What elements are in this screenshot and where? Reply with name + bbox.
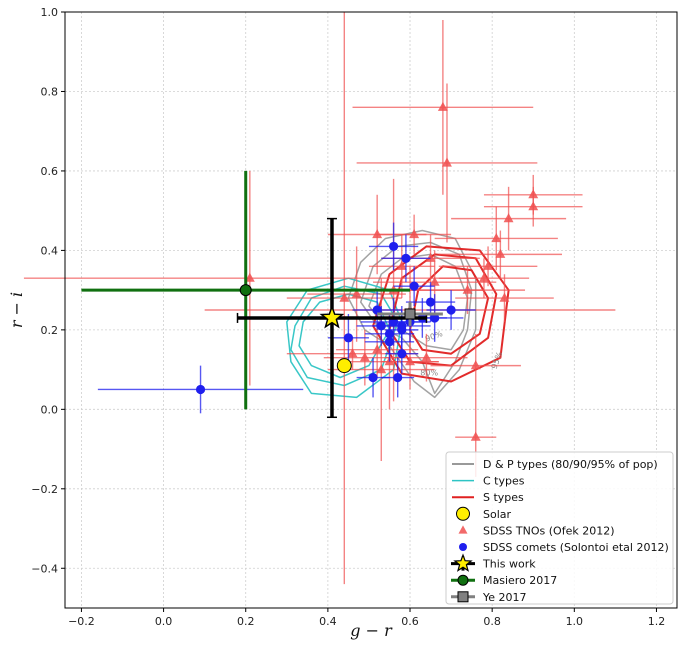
y-tick-label: 0.2 [41,324,59,337]
legend-entry: Ye 2017 [482,591,527,604]
masiero-point [239,284,252,297]
legend-entry: SDSS comets (Solontoi etal 2012) [483,541,669,554]
y-tick-label: −0.2 [31,483,58,496]
tno-point [491,233,502,243]
comet-point [376,321,386,331]
tno-point [376,364,387,374]
legend-box [445,451,674,605]
comet-point [195,384,206,395]
tno-point [339,292,350,302]
legend-entry: Masiero 2017 [483,574,557,587]
comet-point [397,349,407,359]
tno-point [437,101,448,111]
comet-point [384,337,395,347]
tno-point [409,229,420,239]
tno-point [372,344,383,354]
comet-point [388,241,399,252]
comet-point [401,253,411,263]
legend-swatch [459,543,467,551]
comet-point [368,372,378,383]
tno-point [479,272,489,282]
legend-entry: S types [483,491,524,504]
tno-point [244,272,255,282]
legend-entry: Solar [483,508,512,521]
tno-point [499,292,510,302]
data-points [23,12,616,585]
legend-swatch [457,591,469,603]
tno-point [470,431,481,441]
x-tick-label: −0.2 [68,615,95,628]
tno-point [495,248,506,258]
tno-point [405,356,415,366]
legend-entry: C types [483,475,525,488]
x-tick-label: 0.2 [237,615,255,628]
legend-swatch [453,553,473,572]
tno-point [483,260,493,270]
this-work-point [319,304,345,329]
y-axis-label: r − i [7,292,26,328]
tno-point [425,252,436,262]
legend-swatch [457,574,469,586]
x-tick-label: 0.6 [401,615,419,628]
tno-point [351,288,362,298]
tno-point [347,348,358,358]
c-type-contour-95 [286,277,403,399]
tno-point [528,189,539,199]
comet-point [372,305,382,315]
comet-point [446,305,456,315]
x-tick-label: 0.8 [483,615,501,628]
tno-point [462,284,473,294]
tno-point [503,213,514,223]
comet-point [425,297,436,307]
ye-point [404,308,416,320]
tno-point [442,157,452,167]
contour-label: 80% [420,369,438,378]
y-tick-label: 0.8 [41,85,59,98]
comet-point [343,333,354,343]
tno-point [429,276,440,286]
y-tick-label: 0.0 [41,403,59,416]
tno-point [372,229,383,239]
x-tick-label: 0.0 [155,615,173,628]
x-tick-label: 1.0 [566,615,584,628]
comet-point [409,281,419,291]
tno-point [396,260,407,270]
tno-point [359,352,370,362]
y-tick-label: 0.4 [41,244,59,257]
solar-point [336,358,352,374]
legend-swatch [456,506,470,521]
y-tick-label: 1.0 [41,6,59,19]
x-axis-label: g − r [350,621,393,640]
tno-point [470,360,481,370]
comet-point [397,325,407,335]
x-tick-label: 0.4 [319,615,337,628]
y-tick-label: −0.4 [31,562,58,575]
plot-frame [64,11,678,609]
legend-entry: SDSS TNOs (Ofek 2012) [483,524,615,537]
s-type-contour-90 [388,253,498,367]
comet-point [430,313,440,323]
legend-swatch [458,525,468,534]
tno-point [421,352,432,362]
legend-entry: D & P types (80/90/95% of pop) [483,458,658,471]
x-tick-label: 1.2 [648,615,666,628]
legend: D & P types (80/90/95% of pop) C types S t… [445,451,674,605]
legend-entry: This work [482,558,536,571]
ticks: −0.2 0.0 0.2 0.4 0.6 0.8 1.0 1.2 −0.4 −0.2 0.0 0.2 0… [31,6,665,628]
y-tick-label: 0.6 [41,165,59,178]
tno-point [528,201,539,211]
comet-point [384,329,395,339]
comet-point [393,372,403,383]
